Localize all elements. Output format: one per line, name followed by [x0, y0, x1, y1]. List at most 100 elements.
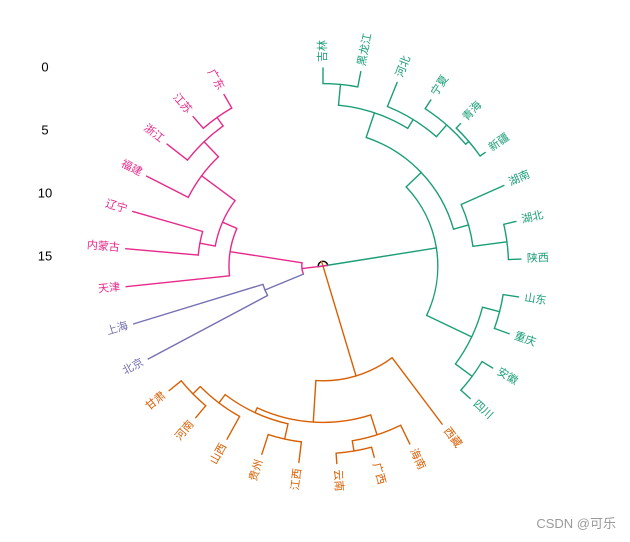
- leaf-label: 山东: [524, 291, 548, 307]
- dendrogram-branch: [192, 115, 205, 130]
- dendrogram-branch: [168, 380, 182, 392]
- dendrogram-branch: [125, 248, 199, 256]
- dendrogram-branch: [386, 81, 398, 108]
- dendrogram-branch: [370, 446, 375, 458]
- dendrogram-branch: [452, 224, 470, 230]
- dendrogram-arc: [454, 306, 484, 365]
- axis-tick-label: 15: [38, 248, 52, 263]
- dendrogram-branch: [301, 264, 329, 270]
- dendrogram-branch: [435, 124, 448, 138]
- leaf-label: 山西: [207, 441, 229, 467]
- watermark: CSDN @可乐: [536, 516, 616, 531]
- leaf-label: 广西: [370, 461, 388, 486]
- leaf-label: 湖南: [507, 168, 532, 189]
- dendrogram-branch: [472, 241, 508, 247]
- axis-tick-label: 5: [41, 122, 48, 137]
- dendrogram-branch: [166, 143, 189, 161]
- leaf-label: 海南: [407, 446, 429, 472]
- dendrogram-branch: [264, 273, 305, 291]
- leaf-label: 西藏: [441, 425, 465, 450]
- dendrogram-branch: [425, 314, 473, 338]
- leaf-label: 内蒙古: [86, 237, 120, 254]
- dendrogram-arc: [186, 125, 224, 161]
- dendrogram-branch: [317, 247, 438, 268]
- dendrogram-branch: [125, 275, 231, 288]
- dendrogram-arc: [187, 156, 220, 199]
- dendrogram-branch: [503, 220, 517, 225]
- dendrogram-branch: [223, 93, 233, 109]
- dendrogram-arc: [256, 407, 372, 424]
- dendrogram-branch: [337, 83, 342, 106]
- dendrogram-arc: [424, 107, 467, 145]
- leaf-label: 河南: [172, 418, 196, 443]
- dendrogram-branch: [229, 250, 303, 264]
- leaf-label: 湖北: [520, 208, 544, 226]
- dendrogram-branch: [460, 184, 505, 206]
- dendrogram-branch: [298, 441, 303, 464]
- dendrogram-branch: [200, 175, 236, 202]
- leaf-label: 吉林: [315, 40, 329, 62]
- dendrogram-branch: [365, 112, 376, 139]
- dendrogram-branch: [218, 393, 226, 404]
- leaf-label: 重庆: [513, 328, 538, 349]
- dendrogram-arc: [317, 260, 329, 268]
- dendrogram-branch: [147, 294, 269, 360]
- leaf-label: 浙江: [141, 121, 166, 145]
- dendrogram-arc: [351, 424, 402, 442]
- dendrogram-branch: [132, 283, 264, 325]
- leaf-label: 四川: [471, 397, 496, 421]
- dendrogram-branch: [391, 356, 443, 425]
- dendrogram-arc: [214, 199, 236, 247]
- dendrogram-branch: [312, 379, 317, 423]
- leaf-label: 福建: [119, 156, 145, 178]
- dendrogram-branch: [261, 433, 269, 456]
- leaf-label: 江苏: [170, 91, 194, 116]
- dendrogram-branch: [320, 260, 350, 352]
- dendrogram-branch: [221, 221, 238, 230]
- leaf-label: 辽宁: [104, 196, 129, 216]
- leaf-label: 甘肃: [143, 389, 168, 413]
- dendrogram-arc: [460, 203, 474, 247]
- dendrogram-arc: [405, 186, 439, 317]
- dendrogram-branch: [424, 99, 432, 110]
- dendrogram-branch: [407, 118, 414, 130]
- dendrogram-branch: [351, 440, 355, 452]
- leaf-label: 安徽: [495, 364, 521, 387]
- dendrogram-branch: [454, 363, 473, 378]
- dendrogram-branch: [460, 389, 471, 400]
- leaf-label: 陕西: [527, 250, 549, 265]
- leaf-label: 黑龙江: [355, 32, 374, 67]
- axis-layer: 0 5 10 15: [38, 59, 52, 263]
- dendrogram-branch: [199, 242, 216, 247]
- dendrogram-branch: [455, 122, 462, 129]
- dendrogram-arc: [365, 136, 455, 230]
- dendrogram-branch: [405, 171, 422, 188]
- leaf-label: 天津: [98, 280, 121, 295]
- dendrogram-branch: [347, 350, 357, 377]
- dendrogram-arc: [315, 356, 393, 382]
- leaf-label: 广东: [205, 67, 227, 93]
- dendrogram-branch: [216, 116, 224, 127]
- dendrogram-arc: [199, 385, 241, 418]
- dendrogram-arc: [337, 104, 409, 130]
- leaf-label: 上海: [105, 318, 130, 338]
- leaf-label: 云南: [331, 469, 346, 492]
- leaf-label: 贵州: [247, 458, 266, 483]
- leaf-label: 北京: [120, 355, 146, 378]
- dendrogram-branch: [479, 151, 486, 157]
- dendrogram-branch: [399, 424, 411, 445]
- dendrogram-arc: [228, 227, 238, 277]
- leaf-label: 江西: [289, 468, 305, 491]
- leaf-label: 宁夏: [427, 72, 451, 98]
- dendrogram-branch: [283, 423, 289, 440]
- dendrogram-branch: [254, 407, 258, 414]
- dendrogram-branch: [203, 141, 220, 158]
- dendrogram-arc: [224, 393, 289, 425]
- dendrogram-branch: [357, 70, 362, 88]
- dendrogram-branch: [493, 327, 510, 335]
- leaf-label: 新疆: [486, 130, 512, 154]
- dendrogram-branch: [481, 360, 494, 369]
- dendrogram-branch: [195, 405, 207, 419]
- dendrogram-branch: [502, 293, 520, 298]
- axis-tick-label: 0: [41, 59, 48, 74]
